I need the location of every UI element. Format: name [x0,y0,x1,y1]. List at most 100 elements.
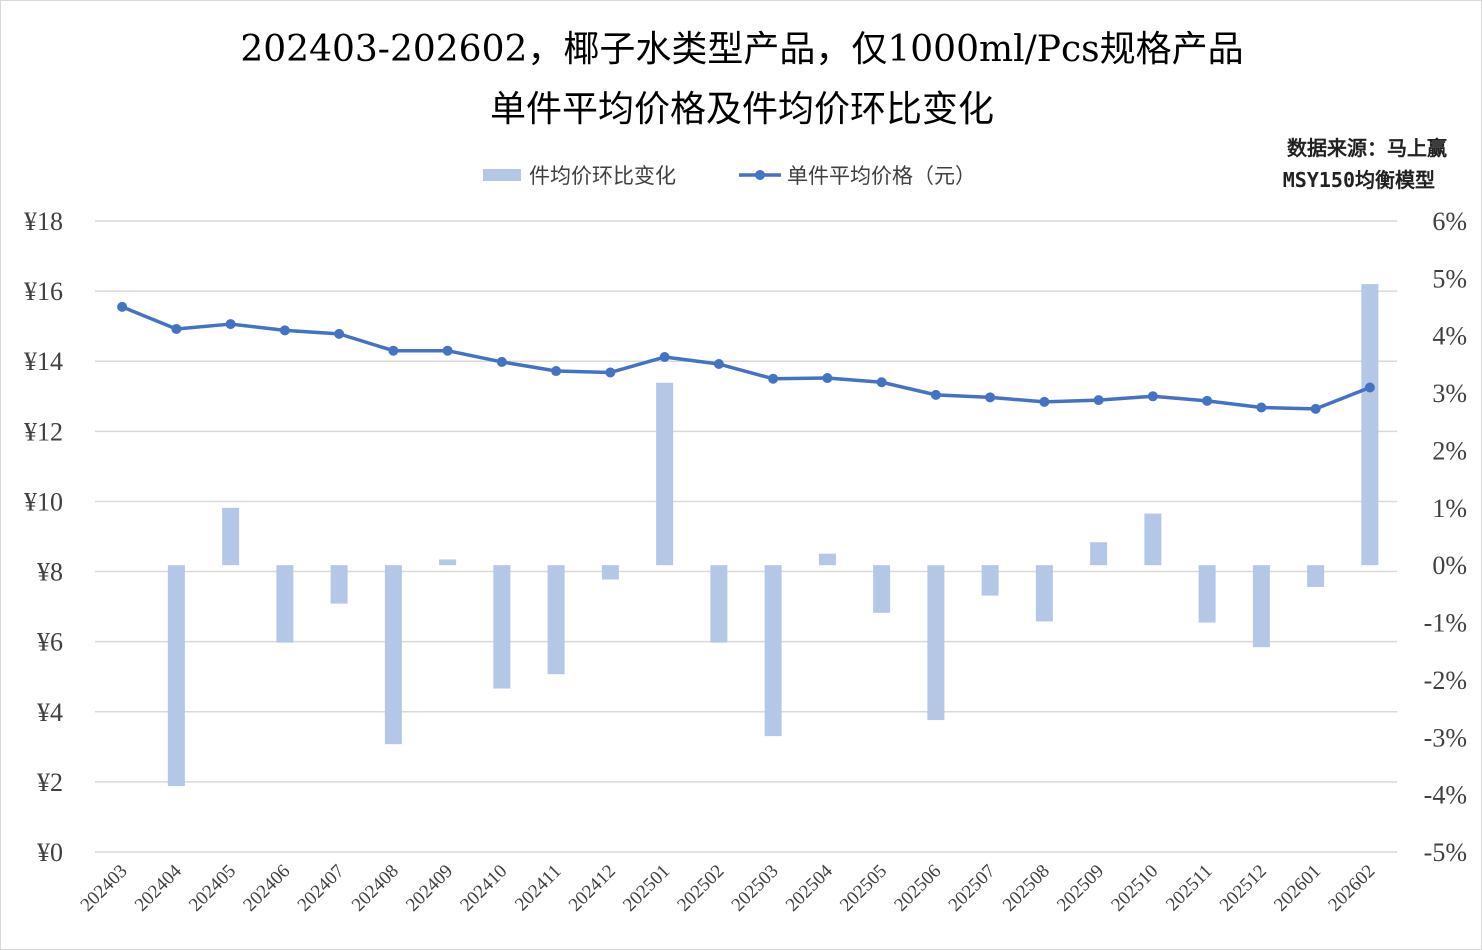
bar [601,565,619,580]
left-tick-label: ¥0 [37,838,63,867]
price-point [713,359,724,370]
x-tick-label: 202508 [999,861,1054,916]
bar [384,565,402,745]
bar [276,565,294,643]
x-tick-label: 202406 [239,861,294,916]
gridlines [95,220,1397,853]
legend-line-label: 单件平均价格（元） [787,164,976,188]
price-point [605,367,616,378]
legend-bar-label: 件均价环比变化 [529,164,676,188]
right-tick-label: -1% [1424,609,1467,638]
source-line-1: 数据来源：马上赢 [1287,136,1447,160]
bar [710,565,728,643]
price-point [1039,396,1050,407]
x-tick-label: 202408 [348,861,403,916]
bar [330,565,348,604]
x-tick-label: 202403 [77,861,132,916]
x-tick-label: 202405 [185,861,240,916]
x-tick-label: 202601 [1270,861,1325,916]
right-tick-label: 5% [1432,264,1467,293]
x-tick-label: 202602 [1324,861,1379,916]
price-point [1364,382,1375,393]
bar [1144,513,1162,566]
price-point [442,345,453,356]
price-point [225,319,236,330]
price-point [1202,395,1213,406]
left-tick-label: ¥12 [24,417,63,446]
left-tick-label: ¥14 [24,347,63,376]
bar [927,565,945,721]
left-axis-ticks: ¥0 ¥2 ¥4 ¥6 ¥8 ¥10 ¥12 ¥14 ¥16 ¥18 [24,207,63,867]
x-tick-label: 202407 [294,861,349,916]
price-point [876,377,887,388]
bar [1035,565,1053,622]
price-point [1256,402,1267,413]
price-point [117,301,128,312]
bar [493,565,511,689]
legend: 件均价环比变化 单件平均价格（元） [483,164,976,188]
price-point [659,352,670,363]
left-tick-label: ¥6 [37,628,63,657]
bar [1090,542,1108,566]
x-tick-label: 202409 [402,861,457,916]
x-tick-label: 202502 [673,861,728,916]
x-axis-ticks: 202403 202404 202405 202406 202407 202408 2024… [77,860,1380,916]
x-tick-label: 202504 [782,860,838,916]
right-axis-ticks: -5% -4% -3% -2% -1% 0% 1% 2% 3% 4% 5% 6% [1424,207,1467,867]
x-tick-label: 202507 [945,861,1000,916]
x-tick-label: 202412 [565,861,620,916]
price-point [1310,403,1321,414]
x-tick-label: 202505 [836,861,891,916]
x-tick-label: 202510 [1107,861,1162,916]
right-tick-label: -4% [1424,781,1467,810]
right-tick-label: 0% [1432,551,1467,580]
price-point [822,373,833,384]
price-point [1093,395,1104,406]
left-tick-label: ¥16 [24,277,63,306]
bar [1198,565,1216,623]
legend-line-marker [755,170,765,180]
price-point [388,345,399,356]
price-point [279,325,290,336]
bar [873,565,891,613]
x-tick-label: 202506 [890,861,945,916]
right-tick-label: 3% [1432,379,1467,408]
price-point [334,328,345,339]
x-tick-label: 202509 [1053,861,1108,916]
left-tick-label: ¥10 [24,487,63,516]
right-tick-label: 4% [1432,322,1467,351]
bar [981,565,999,596]
bar [222,507,240,566]
x-tick-label: 202404 [131,860,187,916]
bar [439,559,457,566]
left-tick-label: ¥8 [37,558,63,587]
right-tick-label: -3% [1424,723,1467,752]
price-point [985,392,996,403]
source-line-2: MSY150均衡模型 [1283,168,1435,192]
bar [1307,565,1325,587]
price-line [121,305,1371,411]
bar [656,382,674,566]
chart-subtitle: 单件平均价格及件均价环比变化 [490,89,994,130]
bar [1252,565,1270,648]
price-point [551,366,562,377]
price-point [1147,391,1158,402]
left-tick-label: ¥4 [37,698,63,727]
bar [167,565,185,787]
x-tick-label: 202411 [511,861,566,916]
price-point [171,323,182,334]
right-tick-label: 6% [1432,207,1467,236]
legend-bar-swatch [483,169,521,181]
x-tick-label: 202501 [619,861,674,916]
left-tick-label: ¥18 [24,207,63,236]
chart-title: 202403-202602，椰子水类型产品，仅1000ml/Pcs规格产品 [240,29,1243,70]
bar-series [167,284,1379,787]
left-tick-label: ¥2 [37,768,63,797]
bar [818,553,836,566]
bar [547,565,565,675]
price-point [930,389,941,400]
x-tick-label: 202512 [1216,861,1271,916]
x-tick-label: 202503 [728,861,783,916]
